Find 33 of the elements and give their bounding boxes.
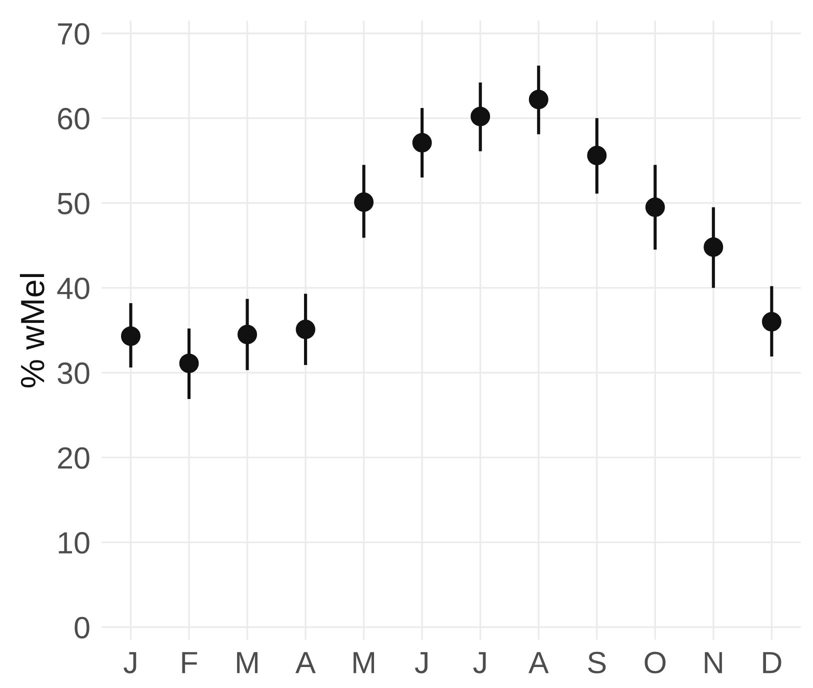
x-tick-label: N [704,652,722,674]
point [645,198,665,217]
point [704,237,724,257]
x-tick-label: J [124,652,136,674]
point [470,106,490,126]
y-tick-label: 70 [58,23,90,45]
x-tick-label: F [182,652,198,674]
point [412,133,432,153]
y-tick-label: 30 [58,362,90,384]
point [121,326,141,346]
y-tick-label: 10 [58,532,90,554]
x-tick-label: O [644,652,666,674]
x-tick-label: S [588,652,606,674]
y-axis-title: % wMel [20,274,44,388]
point [179,354,199,374]
y-tick-label: 20 [58,447,90,469]
point [762,312,782,332]
point [354,192,374,212]
x-tick-label: D [763,652,782,674]
y-tick-label: 60 [58,108,90,130]
y-tick-label: 40 [57,278,90,300]
y-tick-label: 0 [74,616,90,638]
point [528,90,548,110]
y-tick-label: 50 [58,192,90,214]
point [587,146,607,166]
x-tick-label: M [237,652,258,674]
x-tick-label: A [295,652,316,674]
x-tick-label: A [528,652,549,674]
x-tick-label: M [354,652,374,674]
point [296,320,316,340]
x-tick-label: J [414,652,428,674]
x-tick-label: J [473,652,486,674]
point [238,324,258,344]
